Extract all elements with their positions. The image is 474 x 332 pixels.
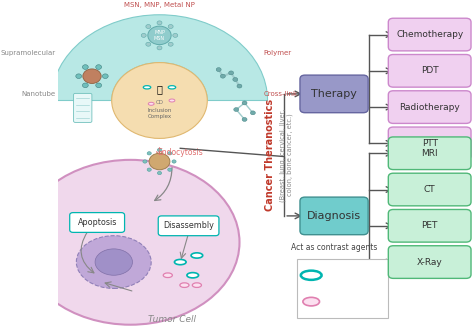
Text: Polymer: Polymer [264,50,292,56]
Text: PET: PET [421,221,438,230]
Circle shape [96,83,101,88]
FancyBboxPatch shape [300,197,368,235]
Text: PDT: PDT [421,66,438,75]
Circle shape [157,21,162,25]
Circle shape [102,74,108,78]
Circle shape [143,160,147,163]
Circle shape [83,69,101,83]
Text: (Breast, lung, cervical, liver,
colon, bone cancer, etc.): (Breast, lung, cervical, liver, colon, b… [279,108,293,202]
Circle shape [157,171,162,175]
FancyBboxPatch shape [73,93,92,123]
Circle shape [76,74,82,78]
Circle shape [141,34,146,38]
Circle shape [149,153,170,170]
Text: MRI: MRI [421,149,438,158]
Circle shape [146,25,151,29]
FancyBboxPatch shape [388,127,471,160]
Text: Drug: Drug [328,271,350,280]
Circle shape [242,101,247,105]
FancyBboxPatch shape [388,91,471,124]
Text: CD: CD [155,100,164,105]
Text: Contrast
Agent: Contrast Agent [328,292,366,311]
Text: MNP
MSN: MNP MSN [154,30,165,41]
Ellipse shape [169,99,175,102]
FancyBboxPatch shape [388,209,471,242]
Ellipse shape [168,86,176,89]
Circle shape [168,42,173,46]
Circle shape [82,65,88,69]
Text: MSN, MNP, Metal NP: MSN, MNP, Metal NP [124,2,195,8]
Circle shape [242,118,247,122]
FancyBboxPatch shape [388,173,471,206]
Text: Tumor Cell: Tumor Cell [148,315,196,324]
Text: Nanotube: Nanotube [21,91,55,97]
Wedge shape [51,15,267,101]
Text: Cancer Theranostics: Cancer Theranostics [264,99,274,211]
Text: Therapy: Therapy [311,89,357,99]
Circle shape [228,71,234,75]
Text: Apoptosis: Apoptosis [77,218,117,227]
Circle shape [216,68,221,72]
Ellipse shape [143,86,151,89]
Circle shape [250,111,255,115]
Circle shape [146,42,151,46]
FancyBboxPatch shape [388,54,471,87]
Text: Inclusion
Complex: Inclusion Complex [147,108,172,119]
FancyBboxPatch shape [388,137,471,170]
Text: Disassembly: Disassembly [163,221,214,230]
FancyBboxPatch shape [300,75,368,113]
Ellipse shape [163,273,173,278]
FancyBboxPatch shape [388,246,471,279]
Text: Supramolecular: Supramolecular [0,50,55,56]
Text: Cross-link: Cross-link [264,91,298,97]
Ellipse shape [174,259,186,265]
Circle shape [168,25,173,29]
Circle shape [233,77,238,81]
Ellipse shape [191,253,203,258]
Circle shape [82,83,88,88]
Text: Radiotherapy: Radiotherapy [399,103,460,112]
Text: Act as contrast agents: Act as contrast agents [291,243,377,252]
Circle shape [147,168,151,171]
Circle shape [112,62,207,138]
Circle shape [96,65,101,69]
Ellipse shape [301,271,321,280]
Circle shape [168,168,172,171]
Text: 🥛: 🥛 [156,84,163,94]
FancyBboxPatch shape [388,18,471,51]
Ellipse shape [148,102,154,105]
FancyBboxPatch shape [297,259,388,318]
Circle shape [147,152,151,155]
Ellipse shape [180,283,189,288]
Ellipse shape [21,160,239,325]
Text: CT: CT [424,185,436,194]
Circle shape [148,26,171,44]
Ellipse shape [303,297,319,306]
Circle shape [168,152,172,155]
Text: PTT: PTT [422,139,438,148]
Circle shape [157,148,162,152]
Circle shape [237,84,242,88]
Ellipse shape [76,236,151,289]
Circle shape [220,74,225,78]
Text: Chemotherapy: Chemotherapy [396,30,463,39]
Text: Diagnosis: Diagnosis [307,211,361,221]
FancyBboxPatch shape [70,212,125,232]
Circle shape [173,34,178,38]
Text: X-Ray: X-Ray [417,258,443,267]
Circle shape [172,160,176,163]
FancyBboxPatch shape [158,216,219,236]
Circle shape [234,108,239,112]
Circle shape [157,46,162,50]
Ellipse shape [95,249,132,275]
Ellipse shape [192,283,201,288]
Text: Endocytosis: Endocytosis [157,148,203,157]
Ellipse shape [187,273,199,278]
